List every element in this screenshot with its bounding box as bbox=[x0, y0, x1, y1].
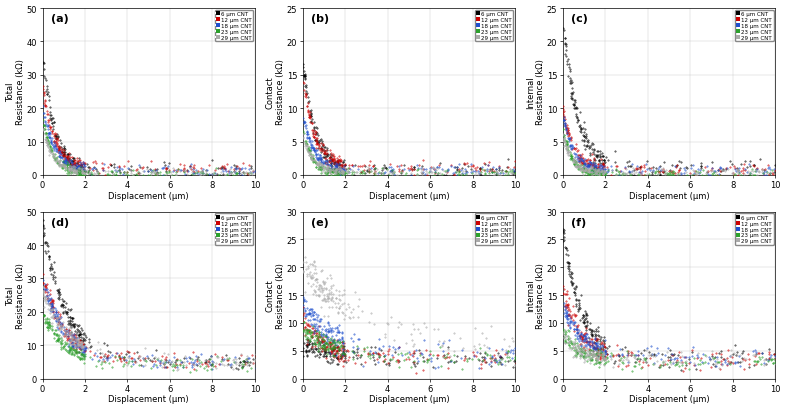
Y-axis label: Internal
Resistance (kΩ): Internal Resistance (kΩ) bbox=[526, 59, 545, 125]
Y-axis label: Total
Resistance (kΩ): Total Resistance (kΩ) bbox=[6, 59, 25, 125]
Y-axis label: Internal
Resistance (kΩ): Internal Resistance (kΩ) bbox=[526, 263, 545, 328]
Y-axis label: Contact
Resistance (kΩ): Contact Resistance (kΩ) bbox=[266, 263, 285, 328]
Text: (e): (e) bbox=[311, 217, 329, 227]
Y-axis label: Total
Resistance (kΩ): Total Resistance (kΩ) bbox=[6, 263, 25, 328]
X-axis label: Displacement (μm): Displacement (μm) bbox=[108, 191, 189, 200]
Text: (c): (c) bbox=[571, 14, 588, 24]
Legend: 6 μm CNT, 12 μm CNT, 18 μm CNT, 23 μm CNT, 29 μm CNT: 6 μm CNT, 12 μm CNT, 18 μm CNT, 23 μm CN… bbox=[475, 11, 513, 42]
X-axis label: Displacement (μm): Displacement (μm) bbox=[108, 394, 189, 403]
X-axis label: Displacement (μm): Displacement (μm) bbox=[629, 191, 709, 200]
Y-axis label: Contact
Resistance (kΩ): Contact Resistance (kΩ) bbox=[266, 59, 285, 125]
Legend: 6 μm CNT, 12 μm CNT, 18 μm CNT, 23 μm CNT, 29 μm CNT: 6 μm CNT, 12 μm CNT, 18 μm CNT, 23 μm CN… bbox=[215, 214, 253, 245]
Text: (b): (b) bbox=[311, 14, 329, 24]
X-axis label: Displacement (μm): Displacement (μm) bbox=[369, 191, 449, 200]
X-axis label: Displacement (μm): Displacement (μm) bbox=[369, 394, 449, 403]
Text: (a): (a) bbox=[51, 14, 68, 24]
Text: (d): (d) bbox=[51, 217, 69, 227]
Legend: 6 μm CNT, 12 μm CNT, 18 μm CNT, 23 μm CNT, 29 μm CNT: 6 μm CNT, 12 μm CNT, 18 μm CNT, 23 μm CN… bbox=[735, 11, 773, 42]
Legend: 6 μm CNT, 12 μm CNT, 18 μm CNT, 23 μm CNT, 29 μm CNT: 6 μm CNT, 12 μm CNT, 18 μm CNT, 23 μm CN… bbox=[735, 214, 773, 245]
X-axis label: Displacement (μm): Displacement (μm) bbox=[629, 394, 709, 403]
Text: (f): (f) bbox=[571, 217, 586, 227]
Legend: 6 μm CNT, 12 μm CNT, 18 μm CNT, 23 μm CNT, 29 μm CNT: 6 μm CNT, 12 μm CNT, 18 μm CNT, 23 μm CN… bbox=[475, 214, 513, 245]
Legend: 6 μm CNT, 12 μm CNT, 18 μm CNT, 23 μm CNT, 29 μm CNT: 6 μm CNT, 12 μm CNT, 18 μm CNT, 23 μm CN… bbox=[215, 11, 253, 42]
